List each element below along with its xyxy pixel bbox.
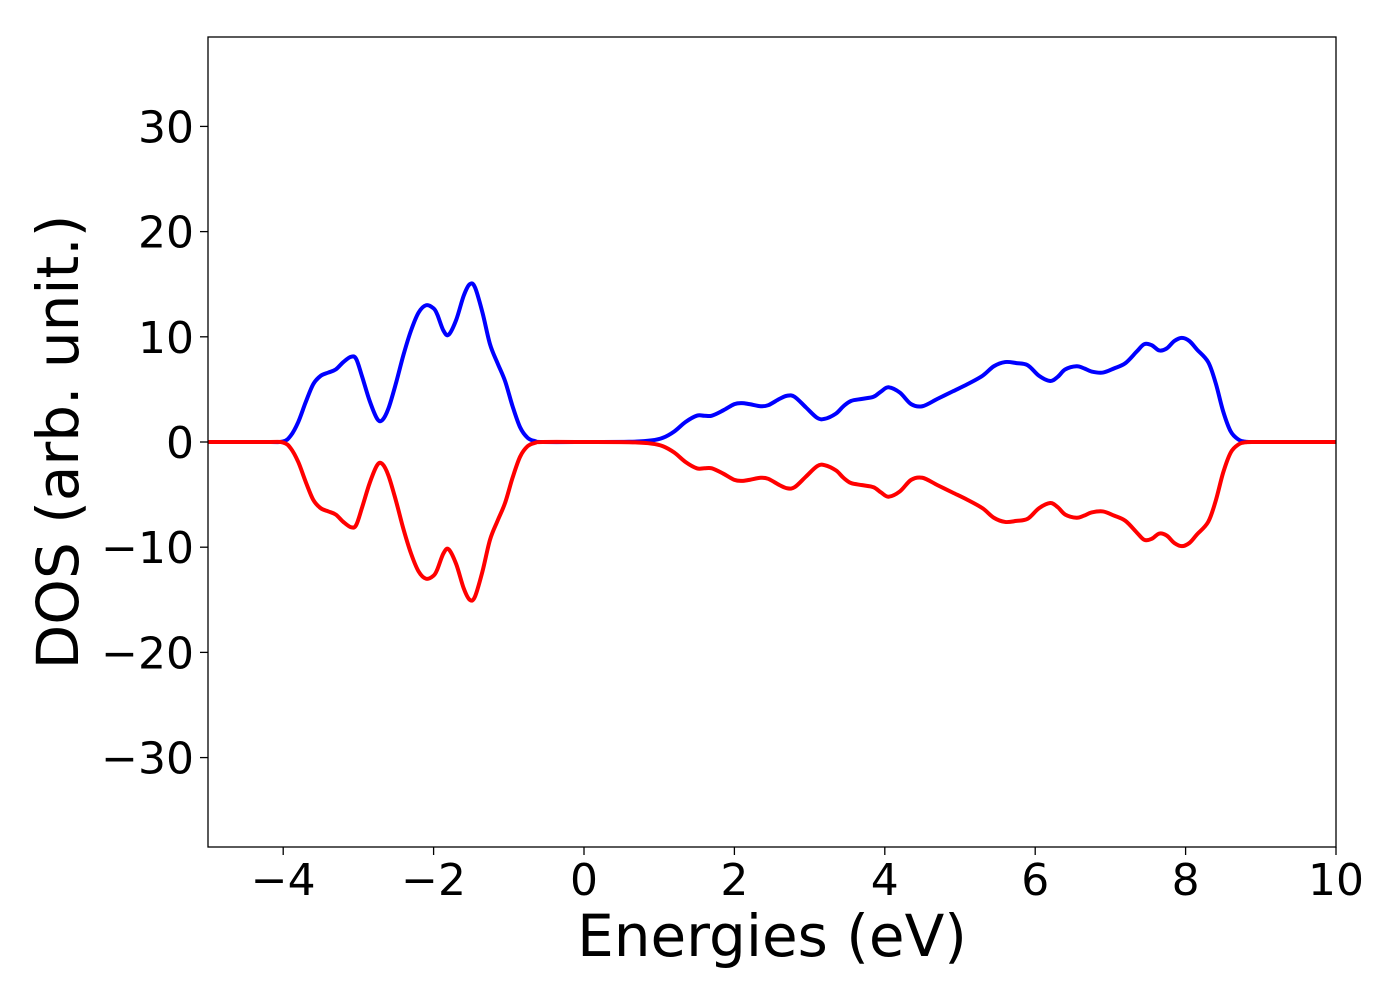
series-layer [207, 281, 1337, 603]
y-tick-label: 10 [138, 313, 194, 364]
x-axis-label: Energies (eV) [577, 902, 967, 970]
x-axis: −4 −2 0 2 4 6 8 10 [251, 847, 1364, 906]
y-tick-label: −10 [101, 523, 194, 574]
x-tick-label: 0 [570, 855, 598, 906]
x-tick-label: 6 [1021, 855, 1049, 906]
x-tick-label: −4 [251, 855, 316, 906]
x-tick-label: 8 [1172, 855, 1200, 906]
series-line-2 [207, 439, 1337, 603]
x-tick-label: 10 [1308, 855, 1364, 906]
series-line-1 [207, 281, 1337, 445]
y-axis-label: DOS (arb. unit.) [24, 215, 92, 670]
y-tick-label: −30 [101, 734, 194, 785]
x-tick-label: 4 [871, 855, 899, 906]
y-tick-label: 30 [138, 102, 194, 153]
y-tick-label: 20 [138, 208, 194, 259]
x-tick-label: 2 [720, 855, 748, 906]
y-tick-label: −20 [101, 628, 194, 679]
y-tick-label: 0 [166, 418, 194, 469]
y-axis: −30 −20 −10 0 10 20 30 [101, 102, 208, 785]
x-tick-label: −2 [401, 855, 466, 906]
